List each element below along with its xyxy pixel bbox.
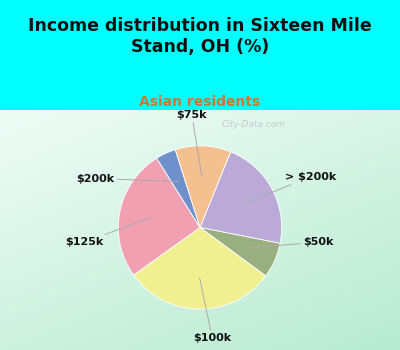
Wedge shape	[157, 150, 200, 228]
Text: Income distribution in Sixteen Mile
Stand, OH (%): Income distribution in Sixteen Mile Stan…	[28, 17, 372, 56]
Text: $75k: $75k	[176, 110, 207, 177]
Text: $125k: $125k	[65, 218, 150, 247]
Wedge shape	[175, 146, 230, 228]
Wedge shape	[134, 228, 266, 309]
Text: $100k: $100k	[193, 278, 231, 343]
Text: City-Data.com: City-Data.com	[222, 120, 286, 129]
Wedge shape	[200, 152, 282, 243]
Text: $50k: $50k	[246, 237, 334, 248]
Wedge shape	[200, 228, 280, 276]
Text: > $200k: > $200k	[244, 172, 336, 203]
Text: $200k: $200k	[76, 174, 179, 183]
Wedge shape	[118, 158, 200, 275]
Text: Asian residents: Asian residents	[139, 95, 261, 109]
